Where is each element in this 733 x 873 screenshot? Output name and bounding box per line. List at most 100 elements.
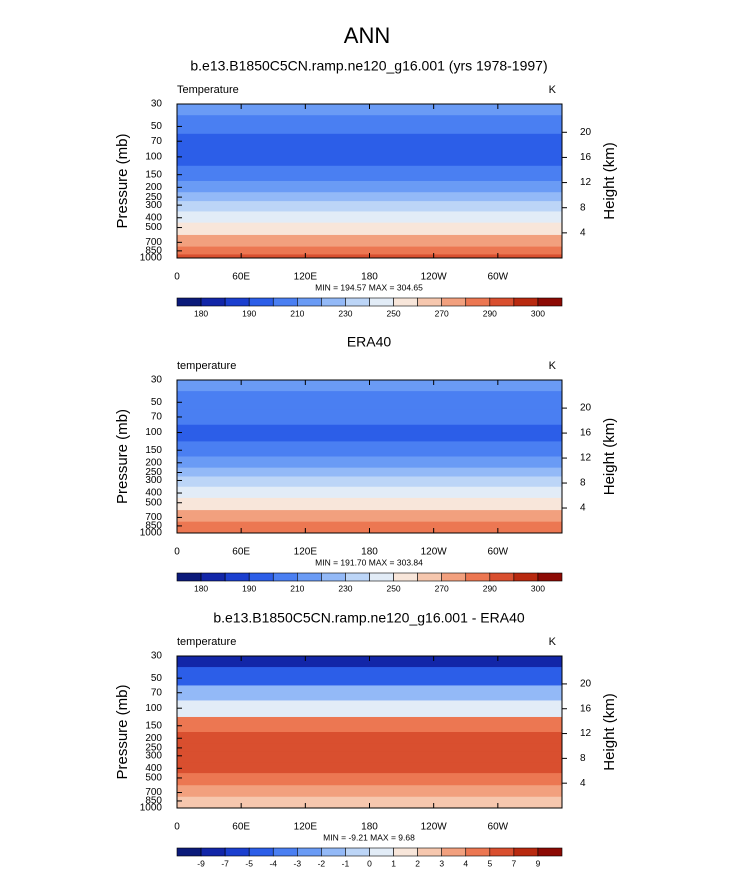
colorbar-box [369, 572, 394, 582]
contour-band [177, 201, 562, 212]
colorbar-label: -3 [294, 858, 302, 868]
y-tick-label: 700 [145, 237, 162, 248]
y-tick-label: 150 [145, 445, 162, 456]
variable-label: temperature [177, 360, 236, 372]
y-tick-label: 500 [145, 773, 162, 784]
y-tick-label: 1000 [140, 803, 163, 814]
contour-band [177, 181, 562, 193]
y-tick-label: 500 [145, 222, 162, 233]
contour-band [177, 409, 562, 426]
y2-tick-label: 16 [580, 703, 592, 714]
x-tick-label: 60E [232, 272, 250, 283]
colorbar-box [489, 847, 515, 857]
x-tick-label: 120E [294, 547, 318, 558]
contour-band [177, 700, 562, 718]
contour-band [177, 486, 562, 499]
y2-tick-label: 8 [580, 202, 586, 213]
contour-band [177, 234, 562, 248]
colorbar-label: -2 [318, 858, 326, 868]
contour-band [177, 510, 562, 523]
colorbar-box [200, 297, 226, 307]
colorbar-box [321, 297, 346, 307]
colorbar-box [248, 572, 274, 582]
units-label: K [549, 636, 557, 648]
y-tick-label: 50 [151, 121, 163, 132]
contour-band [177, 104, 562, 116]
colorbar-box [441, 572, 467, 582]
y-tick-label: 250 [145, 192, 162, 203]
colorbar-box [513, 847, 539, 857]
contour-band [177, 521, 562, 530]
x-tick-label: 0 [174, 547, 180, 558]
y-tick-label: 100 [145, 427, 162, 438]
x-tick-label: 60W [488, 822, 509, 833]
y-tick-label: 850 [145, 246, 162, 257]
colorbar-box [321, 572, 346, 582]
contour-band [177, 192, 562, 202]
stats-label: MIN = -9.21 MAX = 9.68 [323, 832, 415, 842]
y2-tick-label: 4 [580, 227, 586, 238]
y-tick-label: 250 [145, 743, 162, 754]
colorbar-box [393, 572, 418, 582]
colorbar-box [369, 847, 394, 857]
colorbar-label: 230 [338, 308, 352, 318]
x-tick-label: 120E [294, 272, 318, 283]
colorbar-box [345, 572, 370, 582]
colorbar-box [489, 572, 515, 582]
variable-label: temperature [177, 636, 236, 648]
y-tick-label: 30 [151, 651, 163, 662]
colorbar-box [272, 847, 298, 857]
x-tick-label: 0 [174, 822, 180, 833]
y-tick-label: 30 [151, 99, 163, 110]
colorbar-box [513, 297, 539, 307]
colorbar-label: 250 [386, 308, 400, 318]
y-tick-label: 300 [145, 750, 162, 761]
colorbar-label: 210 [290, 308, 304, 318]
colorbar-label: 7 [512, 858, 517, 868]
colorbar-box [297, 297, 322, 307]
x-tick-label: 120W [421, 822, 448, 833]
x-tick-label: 120W [421, 272, 448, 283]
y-tick-label: 150 [145, 169, 162, 180]
colorbar-label: 290 [483, 583, 497, 593]
colorbar-box [489, 297, 515, 307]
y-tick-label: 700 [145, 512, 162, 523]
y-tick-label: 100 [145, 152, 162, 163]
colorbar-box [513, 572, 539, 582]
colorbar-label: -4 [269, 858, 277, 868]
colorbar-box [176, 572, 202, 582]
y-tick-label: 1000 [140, 528, 163, 539]
y2-axis-label: Height (km) [601, 693, 618, 771]
colorbar-label: 270 [435, 583, 449, 593]
colorbar-box [248, 847, 274, 857]
contour-band [177, 424, 562, 442]
colorbar-label: 230 [338, 583, 352, 593]
variable-label: Temperature [177, 84, 239, 96]
y-tick-label: 30 [151, 375, 163, 386]
colorbar-box [224, 847, 250, 857]
contour-band [177, 391, 562, 411]
colorbar-label: -1 [342, 858, 350, 868]
colorbar-label: 300 [531, 583, 545, 593]
colorbar-box [465, 572, 491, 582]
contour-band [177, 165, 562, 182]
figure-title: ANN [344, 23, 390, 48]
colorbar-label: 290 [483, 308, 497, 318]
y2-tick-label: 4 [580, 778, 586, 789]
colorbar-box [441, 297, 467, 307]
colorbar-box [297, 847, 322, 857]
contour-band [177, 716, 562, 733]
y-tick-label: 200 [145, 182, 162, 193]
y-tick-label: 1000 [140, 253, 163, 264]
contour-band [177, 115, 562, 135]
colorbar-label: 4 [463, 858, 468, 868]
units-label: K [549, 84, 557, 96]
contour-band [177, 785, 562, 798]
contour-band [177, 149, 562, 167]
colorbar-label: 9 [536, 858, 541, 868]
contour-band [177, 751, 562, 763]
y-tick-label: 50 [151, 673, 163, 684]
contour-band [177, 133, 562, 150]
contour-band [177, 667, 562, 686]
